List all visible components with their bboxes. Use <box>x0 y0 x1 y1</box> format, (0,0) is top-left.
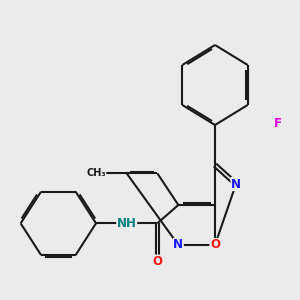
Text: O: O <box>210 238 220 251</box>
Text: NH: NH <box>117 217 136 230</box>
Text: N: N <box>173 238 183 251</box>
Text: O: O <box>152 255 162 268</box>
Text: CH₃: CH₃ <box>86 168 106 178</box>
Text: N: N <box>231 178 241 190</box>
Text: F: F <box>274 117 282 130</box>
